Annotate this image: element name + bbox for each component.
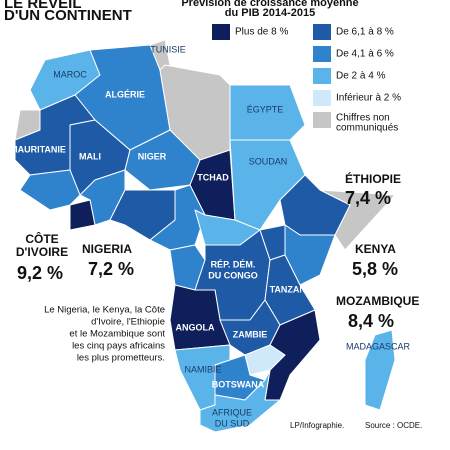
legend-swatch	[313, 90, 331, 106]
country-label: MAROC	[53, 69, 87, 79]
callout-value: 7,2 %	[88, 259, 134, 279]
title-line: LE RÉVEIL	[4, 0, 82, 12]
title-line: D'UN CONTINENT	[4, 7, 132, 24]
legend-label: Chiffres non	[336, 113, 390, 124]
legend-label: communiqués	[336, 123, 398, 134]
callout-value: 9,2 %	[17, 263, 63, 283]
legend-swatch	[313, 46, 331, 62]
legend-label: De 4,1 à 6 %	[336, 49, 394, 60]
legend-label: De 2 à 4 %	[336, 71, 386, 82]
legend-label: Plus de 8 %	[235, 27, 288, 38]
note-line: les cinq pays africains	[72, 341, 165, 352]
legend-swatch	[313, 68, 331, 84]
legend-swatch	[313, 24, 331, 40]
country-label: NAMIBIE	[184, 364, 221, 374]
country-label: DU SUD	[215, 418, 250, 428]
legend-label: De 6,1 à 8 %	[336, 27, 394, 38]
callout-name: D'IVOIRE	[16, 245, 68, 259]
country-unlabeled	[19, 169, 81, 211]
country-label: ALGÉRIE	[105, 89, 145, 99]
country-label: MADAGASCAR	[346, 341, 411, 351]
note-line: d'Ivoire, l'Ethiopie	[91, 317, 165, 328]
country-label: AFRIQUE	[212, 407, 252, 417]
country-label: BOTSWANA	[212, 379, 265, 389]
country-label: MAURITANIE	[10, 144, 66, 154]
country-label: DU CONGO	[208, 270, 258, 280]
country-label: SOUDAN	[249, 156, 288, 166]
country	[199, 369, 281, 433]
source: Source : OCDE.	[365, 421, 422, 430]
credit: LP/Infographie.	[290, 421, 344, 430]
country-label: TUNISIE	[150, 44, 186, 54]
country-label: NIGER	[138, 151, 167, 161]
legend-label: Inférieur à 2 %	[336, 93, 401, 104]
country-label: ANGOLA	[176, 322, 215, 332]
callout-value: 7,4 %	[345, 188, 391, 208]
legend-swatch	[313, 112, 331, 128]
legend-swatch	[212, 24, 230, 40]
callout-name: ÉTHIOPIE	[345, 171, 401, 186]
note-line: les plus prometteurs.	[77, 353, 165, 364]
country	[229, 84, 306, 141]
callout-name: KENYA	[355, 242, 396, 256]
country-label: ZAMBIE	[233, 329, 268, 339]
country	[149, 39, 171, 71]
country	[364, 329, 396, 411]
country-label: TCHAD	[197, 172, 229, 182]
country-label: RÉP. DÉM.	[211, 259, 256, 269]
note-line: Le Nigeria, le Kenya, la Côte	[44, 305, 165, 316]
country-unlabeled	[69, 199, 96, 231]
callout-value: 8,4 %	[348, 311, 394, 331]
callout-name: CÔTE	[25, 231, 58, 246]
callout-value: 5,8 %	[352, 259, 398, 279]
country-label: ÉGYPTE	[247, 104, 284, 114]
country-label: MALI	[79, 151, 101, 161]
callout-name: NIGERIA	[82, 242, 132, 256]
map	[14, 39, 396, 433]
callout-name: MOZAMBIQUE	[336, 294, 419, 308]
legend-title: du PIB 2014-2015	[225, 7, 316, 19]
country-label: TANZANIE	[270, 284, 315, 294]
legend-title: Prévision de croissance moyenne	[181, 0, 358, 9]
note-line: et le Mozambique sont	[69, 329, 165, 340]
